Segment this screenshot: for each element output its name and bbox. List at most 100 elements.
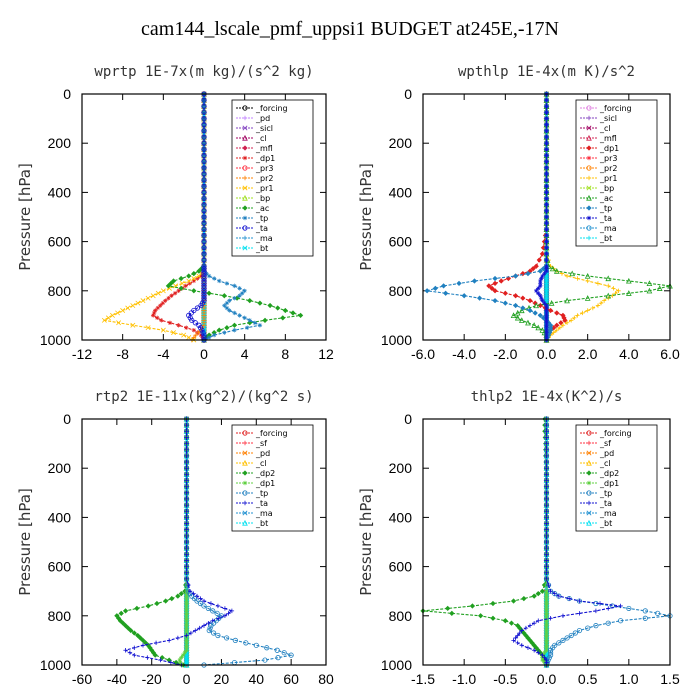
series-point-tp bbox=[546, 655, 552, 661]
series-point-ta bbox=[140, 643, 146, 648]
series-point-ta bbox=[184, 447, 189, 452]
series-point-ta bbox=[544, 257, 549, 263]
series-point-pr1 bbox=[560, 323, 566, 328]
series-point-tp bbox=[194, 598, 200, 604]
series-point-tp bbox=[537, 268, 543, 274]
series-point-dp1 bbox=[159, 318, 164, 323]
legend-marker bbox=[586, 480, 592, 486]
y-tick-label: 800 bbox=[48, 608, 72, 624]
series-point-ta bbox=[201, 116, 207, 122]
series-point-ac bbox=[165, 283, 172, 289]
series-point-tp bbox=[243, 640, 249, 646]
series-point-ac bbox=[196, 268, 202, 274]
series-point-dp1 bbox=[544, 591, 549, 596]
series-point-dp1 bbox=[527, 298, 533, 304]
series-point-ta bbox=[201, 159, 207, 165]
series-point-pr1 bbox=[135, 300, 141, 306]
series-point-tp bbox=[252, 320, 258, 325]
x-tick-label: 0.0 bbox=[537, 346, 557, 362]
series-point-ta bbox=[519, 628, 524, 633]
series-point-ac bbox=[531, 322, 537, 328]
panel-title: rtp2 1E-11x(kg^2)/(kg^2 s) bbox=[94, 389, 313, 405]
legend-label: _ma bbox=[255, 234, 273, 243]
legend-label: _bt bbox=[599, 234, 612, 243]
series-point-ta bbox=[527, 623, 533, 628]
legend-marker bbox=[242, 105, 248, 111]
panel-title: wpthlp 1E-4x(m K)/s^2 bbox=[458, 64, 635, 80]
series-point-dp1 bbox=[184, 625, 189, 631]
series-point-tp bbox=[206, 273, 212, 279]
series-point-dp1 bbox=[184, 613, 189, 618]
legend-label: _dp1 bbox=[599, 479, 619, 488]
series-point-dp2 bbox=[449, 610, 455, 616]
series-point-dp1 bbox=[184, 616, 189, 621]
series-point-dp1 bbox=[554, 322, 560, 328]
series-point-pr1 bbox=[115, 310, 121, 316]
series-point-tp bbox=[205, 605, 211, 612]
series-point-dp1 bbox=[198, 332, 204, 338]
series-point-ta bbox=[534, 288, 539, 293]
series-point-ta bbox=[201, 268, 207, 274]
series-point-pr1 bbox=[590, 305, 596, 311]
y-tick-label: 0 bbox=[404, 411, 412, 427]
series-point-dp1 bbox=[544, 620, 549, 626]
series-point-dp1 bbox=[158, 303, 163, 308]
series-point-pr1 bbox=[585, 278, 590, 284]
series-point-dp1 bbox=[513, 293, 519, 299]
series-point-ta bbox=[201, 257, 207, 263]
series-point-ta bbox=[544, 576, 549, 582]
series-point-dp1 bbox=[151, 310, 157, 316]
series-point-dp1 bbox=[544, 611, 549, 616]
legend-marker bbox=[242, 225, 248, 231]
y-axis-label: Pressure [hPa] bbox=[16, 163, 34, 271]
series-point-ta bbox=[201, 146, 207, 152]
series-point-tp bbox=[548, 650, 554, 656]
series-point-tp bbox=[242, 315, 247, 321]
y-tick-label: 1000 bbox=[381, 657, 412, 673]
legend-label: _bp bbox=[599, 184, 614, 193]
series-point-tp bbox=[548, 647, 554, 653]
series-point-tp bbox=[247, 318, 252, 323]
series-point-tp bbox=[617, 618, 624, 624]
series-point-dp2 bbox=[154, 600, 160, 607]
legend-label: _tp bbox=[255, 214, 268, 223]
series-point-tp bbox=[274, 647, 280, 653]
series-point-pr1 bbox=[616, 288, 621, 293]
series-point-ta bbox=[544, 335, 549, 340]
series-point-pr1 bbox=[557, 325, 563, 330]
series-point-ta bbox=[123, 648, 128, 653]
series-point-pr1 bbox=[160, 327, 166, 333]
series-point-ac bbox=[267, 302, 273, 309]
series-point-ac bbox=[168, 280, 174, 287]
legend-label: _dp2 bbox=[255, 469, 275, 478]
series-point-dp1 bbox=[544, 618, 549, 623]
series-point-ac bbox=[533, 302, 540, 309]
series-point-ta bbox=[201, 273, 207, 279]
series-point-ac bbox=[247, 320, 253, 326]
legend-marker bbox=[586, 459, 592, 466]
series-point-ta bbox=[184, 441, 189, 446]
series-point-ac bbox=[625, 277, 632, 284]
series-point-tp bbox=[642, 608, 648, 614]
series-point-tp bbox=[206, 335, 212, 340]
legend-label: _ta bbox=[599, 499, 612, 508]
series-point-pr1 bbox=[564, 273, 570, 279]
series-point-dp1 bbox=[492, 280, 498, 287]
series-point-ta bbox=[544, 318, 549, 323]
series-point-ta bbox=[201, 280, 207, 287]
series-point-ta bbox=[546, 582, 551, 588]
series-point-ta bbox=[184, 527, 189, 532]
series-point-tp bbox=[210, 608, 216, 614]
x-tick-label: -0.5 bbox=[493, 671, 517, 687]
series-point-ta bbox=[577, 611, 582, 616]
y-tick-label: 800 bbox=[389, 283, 413, 299]
series-point-ta bbox=[513, 635, 518, 641]
legend-label: _forcing bbox=[255, 429, 288, 438]
legend-marker bbox=[242, 500, 248, 506]
series-point-ta bbox=[539, 295, 544, 301]
series-point-pr1 bbox=[181, 332, 187, 338]
series-point-dp2 bbox=[175, 593, 181, 599]
series-point-tp bbox=[576, 627, 583, 634]
series-point-ta bbox=[166, 638, 172, 643]
legend-label: _pr1 bbox=[255, 184, 273, 193]
